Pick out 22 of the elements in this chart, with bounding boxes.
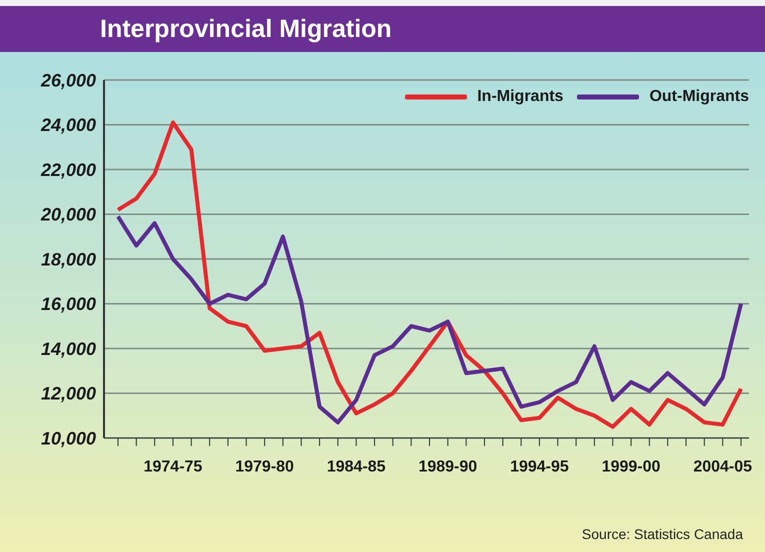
y-tick-label: 14,000 — [40, 338, 96, 359]
x-tick-label: 2004-05 — [693, 458, 752, 476]
x-tick-label: 1974-75 — [144, 458, 202, 476]
x-tick-label: 1989-90 — [418, 458, 478, 476]
legend-label: In-Migrants — [477, 88, 564, 106]
source-note: Source: Statistics Canada — [582, 526, 743, 542]
x-tick-label: 1994-95 — [510, 458, 569, 476]
y-tick-label: 26,000 — [40, 70, 96, 90]
y-tick-label: 22,000 — [40, 160, 96, 180]
y-tick-label: 10,000 — [40, 428, 96, 448]
line-series — [116, 214, 743, 424]
y-tick-label: 18,000 — [40, 249, 96, 270]
x-tick-label: 1979-80 — [235, 458, 294, 476]
y-tick-label: 20,000 — [40, 204, 96, 225]
y-tick-label: 12,000 — [40, 384, 96, 404]
line-series — [116, 120, 743, 429]
x-tick-label: 1999-00 — [602, 458, 661, 476]
chart-title: Interprovincial Migration — [0, 0, 765, 52]
x-tick-label: 1984-85 — [326, 458, 386, 476]
legend-label: Out-Migrants — [649, 88, 749, 106]
y-tick-label: 24,000 — [40, 115, 96, 136]
y-tick-label: 16,000 — [40, 294, 96, 314]
